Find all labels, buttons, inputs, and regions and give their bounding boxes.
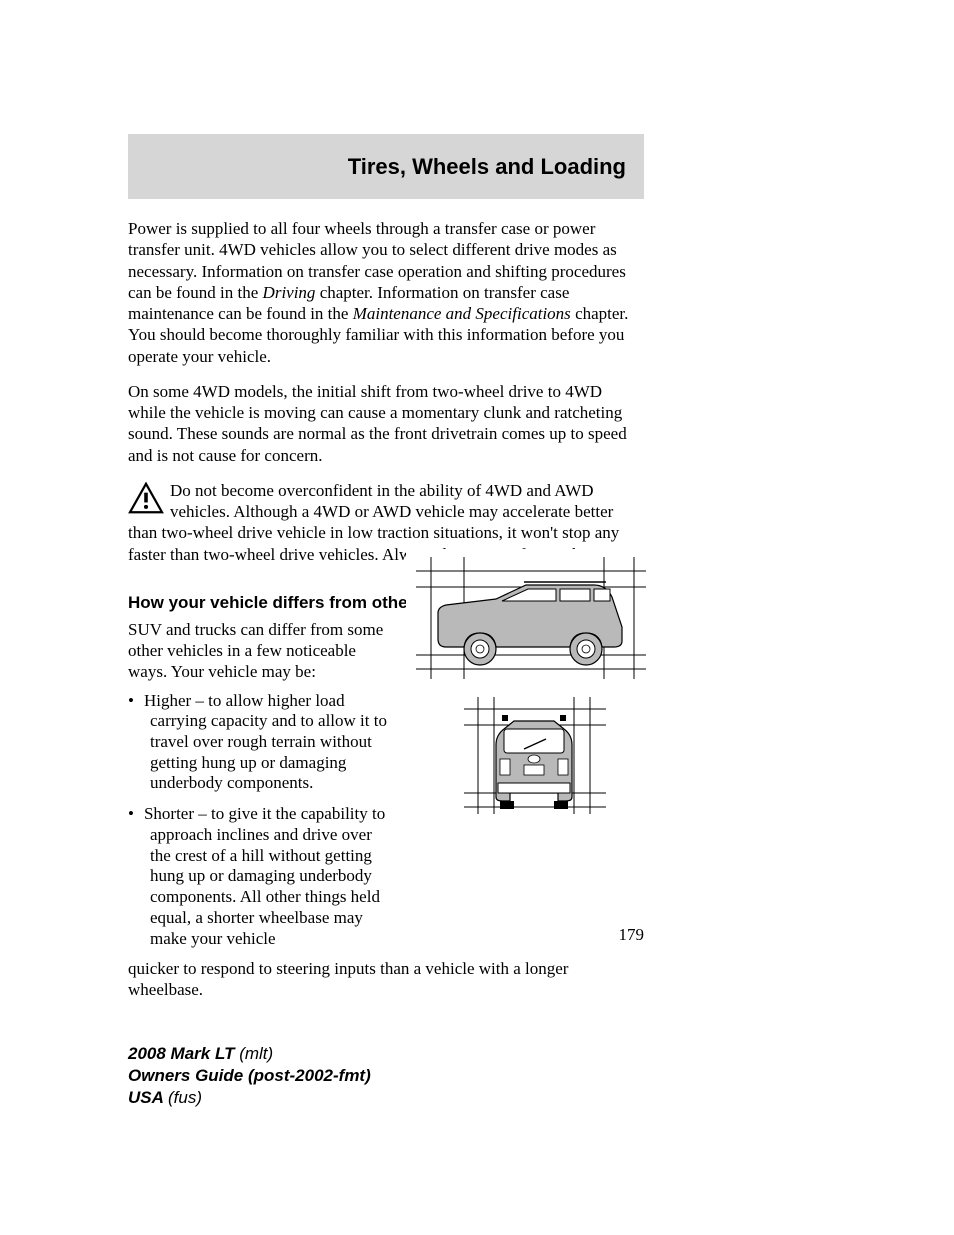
vehicle-dimensions-diagram — [406, 549, 646, 817]
bullet-list: Higher – to allow higher load carrying c… — [128, 691, 393, 950]
footer-line-3: USA (fus) — [128, 1087, 371, 1109]
footer-model: 2008 Mark LT — [128, 1044, 239, 1063]
paragraph-1: Power is supplied to all four wheels thr… — [128, 218, 644, 367]
footer-block: 2008 Mark LT (mlt) Owners Guide (post-20… — [128, 1043, 371, 1109]
bullet-1: Higher – to allow higher load carrying c… — [128, 691, 393, 795]
footer-region: USA — [128, 1088, 168, 1107]
header-bar: Tires, Wheels and Loading — [128, 134, 644, 199]
footer-line-2: Owners Guide (post-2002-fmt) — [128, 1065, 371, 1087]
footer-code-3: (fus) — [168, 1088, 202, 1107]
page-number: 179 — [619, 925, 645, 945]
section2-intro: SUV and trucks can differ from some othe… — [128, 619, 393, 683]
bullet2-continuation: quicker to respond to steering inputs th… — [128, 959, 644, 1000]
bullet-2: Shorter – to give it the capability to a… — [128, 804, 393, 949]
paragraph-2: On some 4WD models, the initial shift fr… — [128, 381, 644, 466]
p1-italic-1: Driving — [263, 283, 316, 302]
chapter-title: Tires, Wheels and Loading — [348, 154, 626, 180]
warning-triangle-icon — [128, 482, 164, 514]
footer-code-1: (mlt) — [239, 1044, 273, 1063]
footer-line-1: 2008 Mark LT (mlt) — [128, 1043, 371, 1065]
p1-italic-2: Maintenance and Specifications — [353, 304, 571, 323]
left-column: SUV and trucks can differ from some othe… — [128, 619, 393, 950]
